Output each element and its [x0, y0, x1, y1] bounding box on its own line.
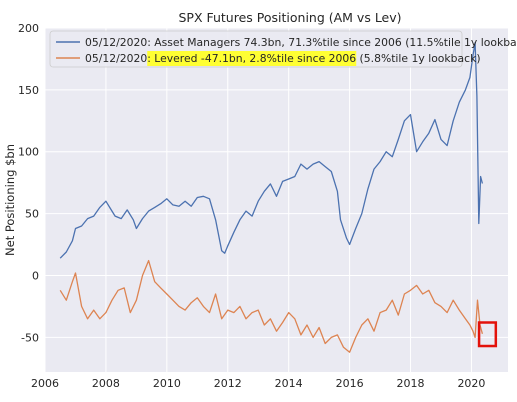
series-line-1	[59, 42, 484, 259]
x-tick-label: 2006	[31, 377, 59, 390]
y-tick-label: 200	[18, 22, 39, 35]
y-axis-label: Net Positioning $bn	[3, 144, 17, 256]
series-layer	[59, 42, 484, 353]
y-tick-label: -50	[21, 331, 39, 344]
x-tick-label: 2010	[153, 377, 181, 390]
legend-highlighted-text: : Levered -47.1bn, 2.8%tile since 2006	[147, 52, 356, 65]
grid	[44, 27, 508, 372]
y-tick-label: 100	[18, 146, 39, 159]
chart-title: SPX Futures Positioning (AM vs Lev)	[178, 10, 401, 25]
highlight-annotation-box	[477, 321, 498, 348]
axis-ticks: 2006 2008 2010 2012 2014 2016 2018 2020 -50 0 50 10…	[18, 22, 485, 390]
x-tick-label: 2014	[275, 377, 303, 390]
x-tick-label: 2020	[457, 377, 485, 390]
y-tick-label: 150	[18, 84, 39, 97]
plot-background	[45, 28, 508, 372]
legend: 05/12/2020: Asset Managers 74.3bn, 71.3%…	[49, 30, 517, 68]
y-tick-label: 50	[25, 208, 39, 221]
x-tick-label: 2016	[336, 377, 364, 390]
legend-highlight-mark	[147, 51, 357, 66]
y-tick-label: 0	[32, 269, 39, 282]
x-tick-label: 2018	[397, 377, 425, 390]
series-line-2	[59, 259, 484, 353]
legend-entry-1: 05/12/2020: Asset Managers 74.3bn, 71.3%…	[85, 36, 517, 49]
x-tick-label: 2012	[214, 377, 242, 390]
legend-entry-2: 05/12/2020: Levered -47.1bn, 2.8%tile si…	[85, 52, 481, 65]
x-tick-label: 2008	[92, 377, 120, 390]
